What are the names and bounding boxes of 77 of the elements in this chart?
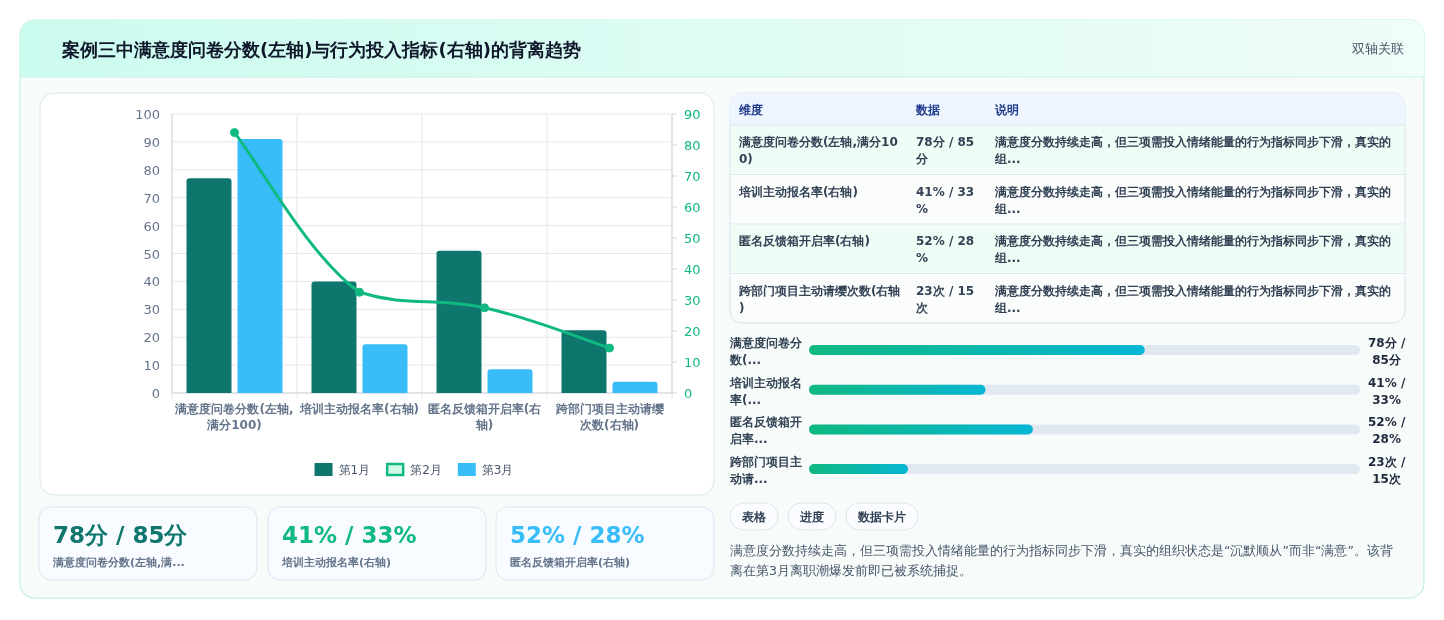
x-tick-label: 满意度问卷分数(左轴,满分100) [174, 402, 294, 432]
text: 进度 [799, 510, 824, 524]
y-tick-label: 30 [143, 302, 160, 318]
data-label: 52% / 28% [1368, 415, 1406, 447]
point [480, 303, 489, 313]
y-tick-label: 10 [143, 358, 160, 374]
bar [561, 330, 607, 393]
legend-label: 第3月 [481, 463, 514, 477]
y2-tick-label: 50 [684, 231, 701, 246]
text: 维度 [738, 103, 763, 117]
data-label: 23次 / 15次 [1368, 455, 1406, 487]
text: 满意度分数持续走高，但三项需投入情绪能量的行为指标同步下滑，真实的组织状态是“沉默顺从”而非“满意”。该背离在第3月离职潮爆发前即已被系统捕捉。 [730, 543, 1393, 578]
point [605, 343, 614, 353]
data-label: 41% / 33% [1368, 375, 1406, 407]
text: 41% / 33% [282, 522, 417, 548]
text: 匿名反馈箱开启率(右轴) [510, 556, 631, 569]
text: 案例三中满意度问卷分数(左轴)与行为投入指标(右轴)的背离趋势 [61, 39, 581, 60]
text: 匿名反馈箱开启率(右轴) [739, 234, 870, 248]
bar [809, 384, 986, 395]
y2-tick-label: 10 [684, 355, 701, 370]
y-tick-label: 80 [143, 162, 160, 178]
x-tick-label: 匿名反馈箱开启率(右轴) [427, 402, 542, 432]
y2-tick-label: 60 [684, 200, 701, 215]
y-tick-label: 20 [143, 330, 160, 346]
bar [311, 281, 357, 393]
point [230, 128, 239, 138]
text: 培训主动报名率(右轴) [738, 184, 858, 199]
y-tick-label: 0 [151, 386, 160, 401]
text: 满意度分数持续走高，但三项需投入情绪能量的行为指标同步下滑，真实的组... [994, 283, 1391, 315]
text: 跨部门项目主动请缨次数(右轴) [738, 283, 901, 315]
text: 表格 [741, 510, 767, 524]
y2-tick-label: 30 [684, 293, 701, 308]
y-tick-label: 跨部门项目主动请... [729, 455, 802, 487]
y-tick-label: 匿名反馈箱开启率... [729, 415, 802, 447]
text: 数据卡片 [857, 510, 906, 524]
text: 41% / 33% [916, 184, 975, 216]
bar [612, 381, 658, 393]
data-label: 78分 / 85分 [1368, 336, 1406, 367]
text: 78分 / 85分 [915, 135, 975, 166]
text: 78分 / 85分 [53, 522, 189, 548]
y-tick-label: 40 [143, 274, 160, 290]
text: 培训主动报名率(右轴) [281, 556, 392, 569]
y2-tick-label: 40 [684, 262, 701, 277]
y-tick-label: 60 [143, 218, 160, 234]
text: 数据 [915, 103, 940, 117]
bar [362, 344, 408, 393]
y2-tick-label: 80 [684, 138, 701, 153]
text: 满意度分数持续走高，但三项需投入情绪能量的行为指标同步下滑，真实的组... [994, 135, 1391, 166]
bar [487, 369, 533, 393]
bar [436, 250, 482, 393]
text: 23次 / 15次 [916, 283, 975, 315]
text: 满意度分数持续走高，但三项需投入情绪能量的行为指标同步下滑，真实的组... [994, 234, 1391, 265]
legend-label: 第1月 [338, 463, 371, 477]
x-tick-label: 培训主动报名率(右轴) [299, 402, 419, 416]
text: 说明 [994, 103, 1019, 117]
y-tick-label: 100 [135, 107, 160, 122]
text: 52% / 28% [916, 234, 975, 265]
bar [809, 464, 909, 475]
text: 52% / 28% [510, 522, 645, 548]
text: 双轴关联 [1352, 41, 1404, 56]
y2-tick-label: 0 [684, 386, 693, 401]
y2-tick-label: 20 [684, 324, 701, 339]
y2-tick-label: 70 [684, 169, 701, 184]
y-tick-label: 满意度问卷分数(... [729, 336, 803, 367]
y-tick-label: 50 [143, 246, 160, 262]
y-tick-label: 90 [143, 134, 160, 150]
text: 满意度问卷分数(左轴,满分100) [738, 135, 898, 166]
y2-tick-label: 90 [684, 107, 701, 122]
y-tick-label: 培训主动报名率(... [729, 375, 802, 407]
legend-label: 第2月 [410, 463, 442, 477]
text: 满意度问卷分数(左轴,满... [52, 556, 185, 569]
point [355, 287, 364, 297]
bar [237, 139, 283, 393]
bar [186, 178, 232, 393]
text: 满意度分数持续走高，但三项需投入情绪能量的行为指标同步下滑，真实的组... [994, 184, 1391, 216]
y-tick-label: 70 [143, 190, 160, 206]
x-tick-label: 跨部门项目主动请缨次数(右轴) [554, 402, 665, 432]
